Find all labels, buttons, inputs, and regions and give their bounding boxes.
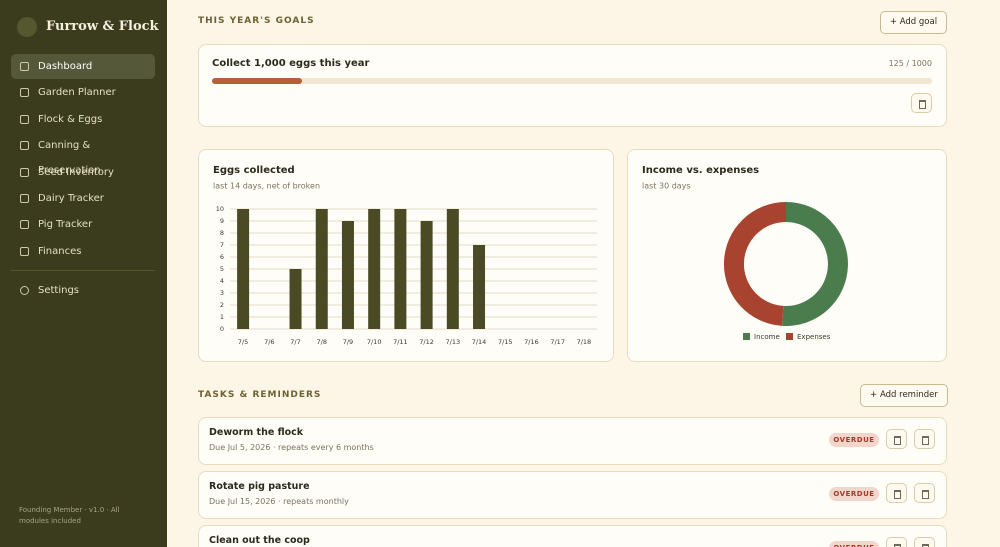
task-due: Due Jul 15, 2026 · repeats monthly bbox=[209, 497, 349, 506]
nav-label: Seed Inventory bbox=[38, 167, 114, 178]
nav-item[interactable]: Flock & Eggs bbox=[11, 107, 155, 132]
divider bbox=[11, 270, 155, 271]
eggs-card bbox=[198, 149, 614, 362]
nav-icon bbox=[20, 141, 29, 150]
delete-button[interactable] bbox=[914, 429, 935, 449]
task-title: Rotate pig pasture bbox=[209, 481, 310, 492]
progress-track bbox=[212, 78, 932, 84]
delete-button[interactable] bbox=[914, 483, 935, 503]
status-badge: OVERDUE bbox=[829, 541, 879, 547]
nav-icon bbox=[20, 168, 29, 177]
task-title: Clean out the coop bbox=[209, 535, 310, 546]
nav-item[interactable]: Settings bbox=[11, 278, 155, 303]
nav-item[interactable]: Finances bbox=[11, 239, 155, 264]
status-badge: OVERDUE bbox=[829, 433, 879, 447]
nav-item[interactable]: Canning & Preservation bbox=[11, 133, 155, 176]
nav-icon bbox=[20, 194, 29, 203]
nav-icon bbox=[20, 88, 29, 97]
add-goal-button[interactable]: + Add goal bbox=[880, 11, 947, 34]
goals-heading: THIS YEAR'S GOALS bbox=[198, 16, 315, 26]
nav-item[interactable]: Dashboard bbox=[11, 54, 155, 79]
nav-item[interactable]: Garden Planner bbox=[11, 80, 155, 105]
nav-icon bbox=[20, 247, 29, 256]
nav-item[interactable]: Dairy Tracker bbox=[11, 186, 155, 211]
complete-button[interactable] bbox=[886, 537, 907, 547]
nav-icon bbox=[20, 115, 29, 124]
finance-card bbox=[627, 149, 947, 362]
nav-icon bbox=[20, 220, 29, 229]
delete-goal-button[interactable] bbox=[911, 93, 932, 113]
task-due: Due Jul 5, 2026 · repeats every 6 months bbox=[209, 443, 374, 452]
nav-label: Canning & Preservation bbox=[38, 140, 101, 176]
goal-title: Collect 1,000 eggs this year bbox=[212, 58, 370, 69]
task-title: Deworm the flock bbox=[209, 427, 304, 438]
nav-label: Dairy Tracker bbox=[38, 193, 104, 204]
nav-label: Settings bbox=[38, 285, 80, 296]
nav-icon bbox=[20, 286, 29, 295]
task-card bbox=[198, 471, 947, 519]
tasks-heading: TASKS & REMINDERS bbox=[198, 390, 322, 400]
complete-button[interactable] bbox=[886, 429, 907, 449]
progress-fill bbox=[212, 78, 302, 84]
add-reminder-button[interactable]: + Add reminder bbox=[860, 384, 948, 407]
status-badge: OVERDUE bbox=[829, 487, 879, 501]
complete-button[interactable] bbox=[886, 483, 907, 503]
nav-item[interactable]: Seed Inventory bbox=[11, 160, 155, 185]
task-card bbox=[198, 525, 947, 547]
goal-card bbox=[198, 44, 947, 127]
brand: Furrow & Flock bbox=[46, 19, 159, 34]
delete-button[interactable] bbox=[914, 537, 935, 547]
nav-label: Finances bbox=[38, 246, 82, 257]
sidebar: Furrow & Flock Founding Member · v1.0 · … bbox=[0, 0, 167, 547]
nav-label: Flock & Eggs bbox=[38, 114, 103, 125]
goal-progress-label: 125 / 1000 bbox=[888, 59, 932, 68]
task-card bbox=[198, 417, 947, 465]
sidebar-footer: Founding Member · v1.0 · All modules inc… bbox=[19, 506, 120, 525]
nav-label: Pig Tracker bbox=[38, 219, 93, 230]
nav-icon bbox=[20, 62, 29, 71]
logo bbox=[17, 17, 37, 37]
nav-label: Dashboard bbox=[38, 61, 93, 72]
nav-label: Garden Planner bbox=[38, 87, 116, 98]
nav-item[interactable]: Pig Tracker bbox=[11, 212, 155, 237]
